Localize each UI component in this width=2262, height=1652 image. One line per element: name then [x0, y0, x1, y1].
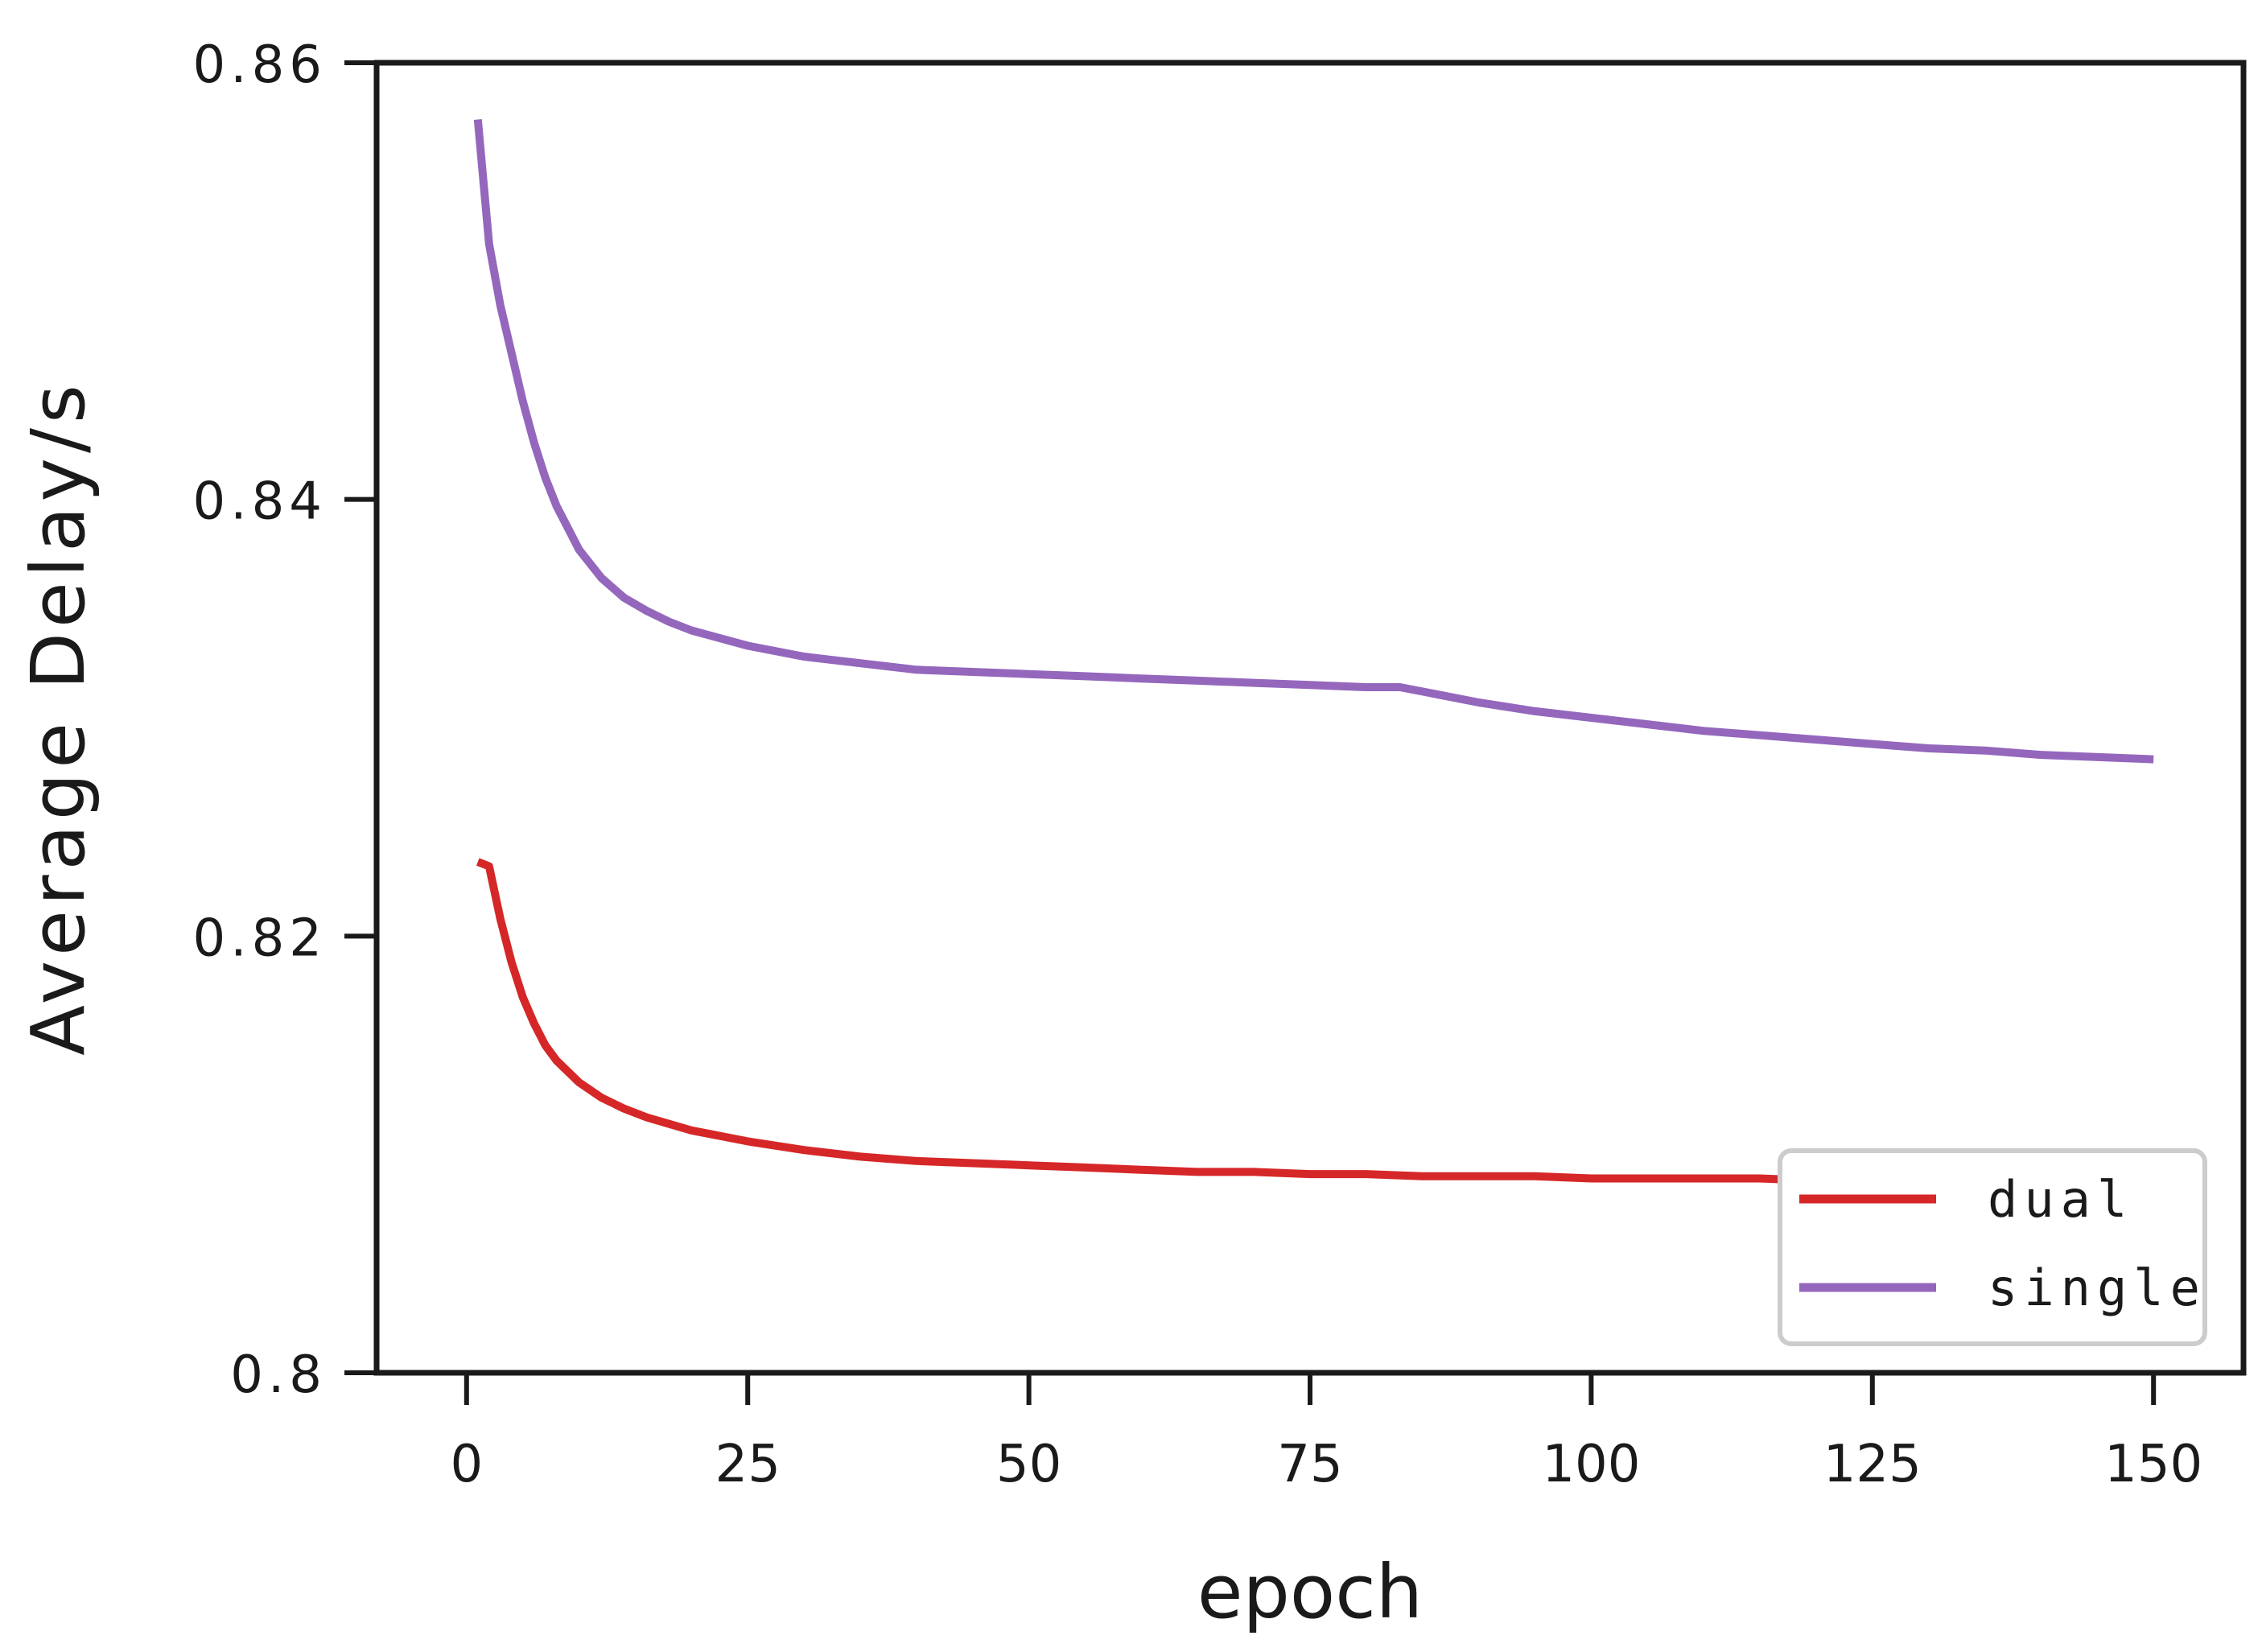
x-tick-label: 125 [1823, 1435, 1922, 1494]
x-axis-ticks: 0 25 50 75 100 125 150 [450, 1373, 2202, 1494]
x-axis-label: epoch [1197, 1549, 1423, 1635]
y-tick-label: 0.86 [193, 35, 328, 95]
series-line-single [473, 119, 2154, 764]
x-tick-label: 150 [2104, 1435, 2202, 1494]
y-axis-ticks: 0.8 0.82 0.84 0.86 [193, 35, 377, 1405]
y-tick-label: 0.82 [193, 908, 328, 968]
legend-label-dual: dual [1988, 1170, 2133, 1229]
legend-label-single: single [1988, 1259, 2206, 1317]
legend: dual single [1778, 1148, 2207, 1346]
y-tick-label: 0.84 [193, 472, 328, 532]
x-tick-label: 25 [715, 1435, 780, 1494]
y-tick-label: 0.8 [230, 1345, 327, 1405]
y-axis-label: Average Delay/s [15, 380, 101, 1056]
x-tick-label: 100 [1542, 1435, 1640, 1494]
x-tick-label: 50 [996, 1435, 1061, 1494]
x-tick-label: 75 [1277, 1435, 1342, 1494]
x-tick-label: 0 [450, 1435, 483, 1494]
